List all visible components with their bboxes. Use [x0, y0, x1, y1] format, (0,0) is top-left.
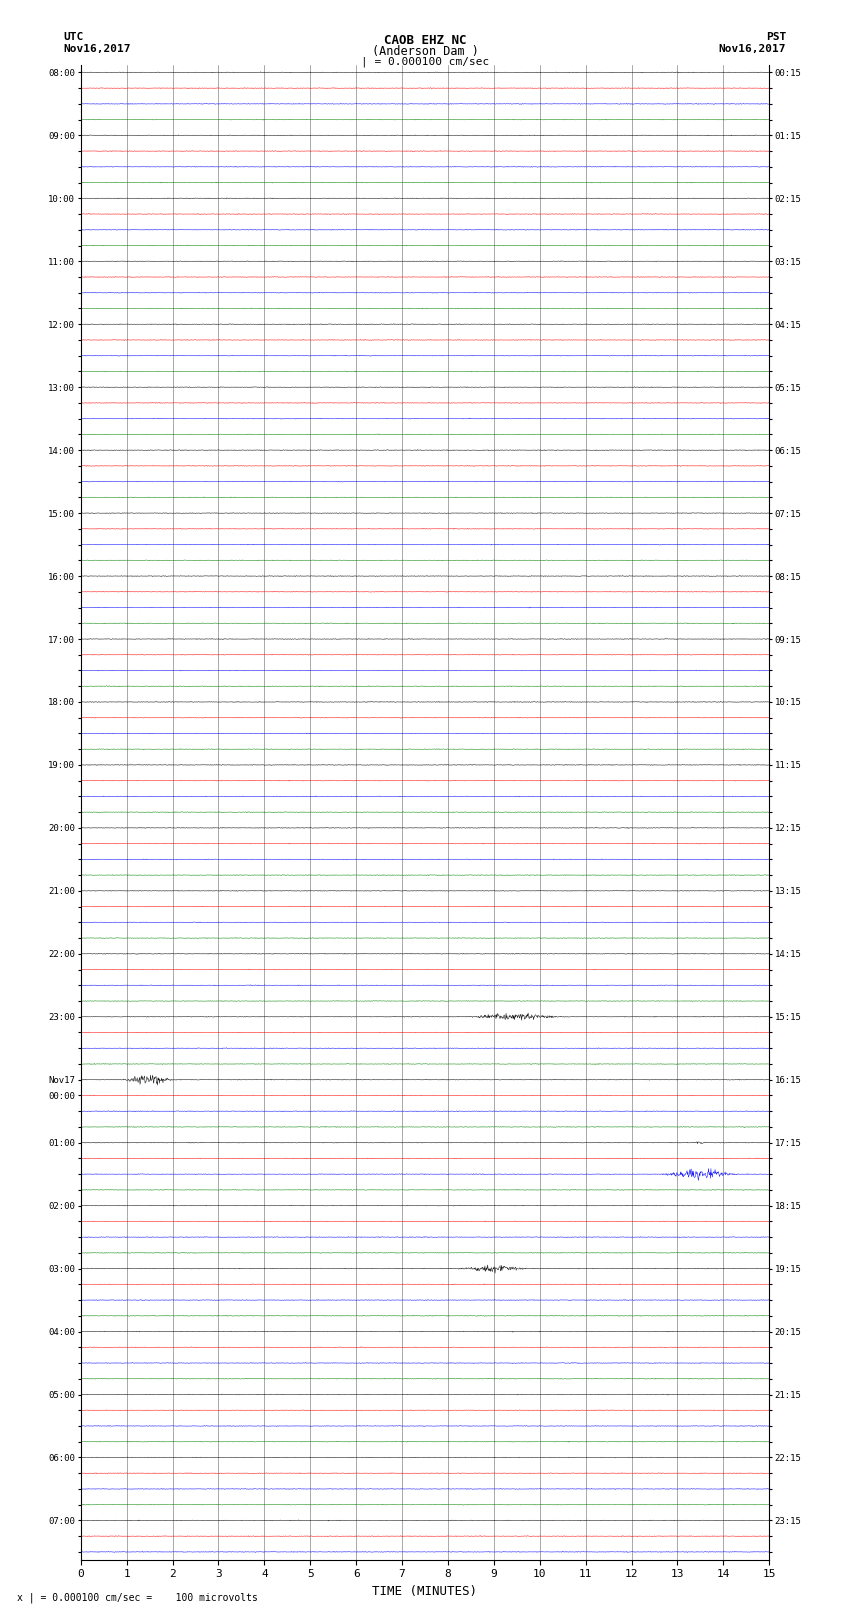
Text: CAOB EHZ NC: CAOB EHZ NC — [383, 34, 467, 47]
Text: x | = 0.000100 cm/sec =    100 microvolts: x | = 0.000100 cm/sec = 100 microvolts — [17, 1592, 258, 1603]
Text: | = 0.000100 cm/sec: | = 0.000100 cm/sec — [361, 56, 489, 68]
Text: UTC: UTC — [64, 32, 84, 42]
Text: Nov16,2017: Nov16,2017 — [64, 44, 131, 53]
X-axis label: TIME (MINUTES): TIME (MINUTES) — [372, 1586, 478, 1598]
Text: Nov16,2017: Nov16,2017 — [719, 44, 786, 53]
Text: (Anderson Dam ): (Anderson Dam ) — [371, 45, 479, 58]
Text: PST: PST — [766, 32, 786, 42]
